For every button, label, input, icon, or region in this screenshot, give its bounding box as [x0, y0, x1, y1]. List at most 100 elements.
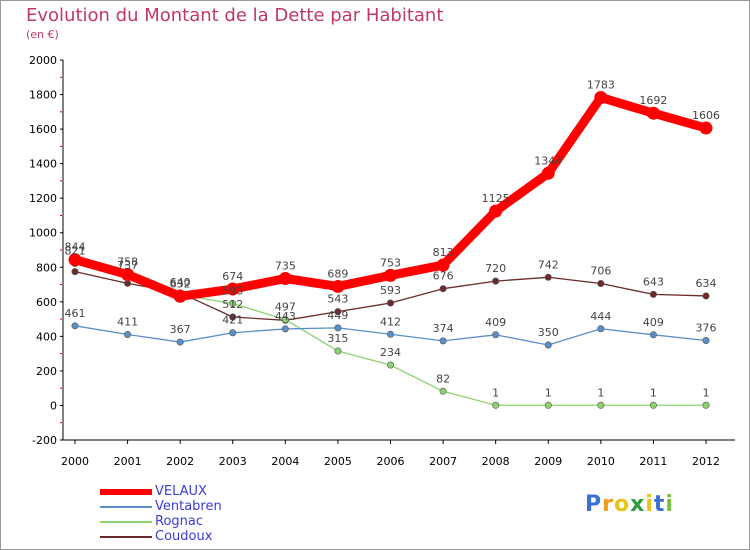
data-label: 443	[275, 310, 296, 323]
y-tick-label: 200	[36, 365, 57, 378]
chart-axes: -200 0 200 400 600 800 1000 1200 1400 1600 1800 200…	[29, 54, 735, 468]
logo-letter: i	[665, 492, 674, 517]
data-point	[176, 338, 184, 346]
data-point	[492, 277, 500, 285]
x-tick-label: 2006	[377, 455, 405, 468]
data-label: 758	[117, 256, 138, 269]
data-point	[68, 253, 82, 267]
data-label: 449	[327, 309, 348, 322]
data-label: 735	[275, 260, 296, 273]
data-point	[544, 401, 552, 409]
data-point	[386, 361, 394, 369]
data-label: 1	[703, 386, 710, 399]
proxiti-logo: Proxiti	[585, 492, 674, 517]
chart-title: Evolution du Montant de la Dette par Hab…	[26, 5, 444, 26]
x-tick-label: 2009	[534, 455, 562, 468]
data-label: 706	[590, 265, 611, 278]
data-point	[226, 282, 240, 296]
data-label: 315	[327, 332, 348, 345]
data-label: 1125	[482, 192, 510, 205]
data-label: 350	[538, 326, 559, 339]
data-label: 737	[117, 259, 138, 272]
legend-label: Ventabren	[155, 499, 222, 514]
data-point	[281, 325, 289, 333]
x-tick-label: 2010	[587, 455, 615, 468]
y-tick-label: 1600	[29, 123, 57, 136]
data-label: 640	[170, 276, 191, 289]
logo-letter: t	[653, 492, 666, 517]
data-label: 412	[380, 315, 401, 328]
data-point	[71, 322, 79, 330]
data-point	[492, 401, 500, 409]
data-label: 1344	[534, 154, 562, 167]
data-point	[492, 331, 500, 339]
data-label: 497	[275, 301, 296, 314]
chart-series	[68, 90, 713, 409]
data-label: 689	[327, 267, 348, 280]
data-label: 674	[222, 270, 243, 283]
logo-letter: x	[630, 492, 646, 517]
data-point	[544, 341, 552, 349]
data-label: 376	[696, 322, 717, 335]
data-point	[439, 387, 447, 395]
data-label: 753	[380, 256, 401, 269]
legend-label: VELAUX	[155, 484, 207, 499]
y-tick-label: 1000	[29, 227, 57, 240]
chart-subtitle: (en €)	[26, 28, 59, 41]
y-tick-label: 1200	[29, 192, 57, 205]
data-label: 643	[643, 275, 664, 288]
logo-letter: o	[613, 492, 631, 517]
data-point	[386, 299, 394, 307]
logo-letter: r	[602, 492, 614, 517]
data-point	[597, 325, 605, 333]
legend-swatch	[100, 536, 152, 538]
legend-swatch	[100, 506, 152, 508]
x-tick-label: 2008	[482, 455, 510, 468]
data-point	[124, 330, 132, 338]
data-point	[646, 106, 660, 120]
data-point	[649, 401, 657, 409]
data-label: 634	[696, 277, 717, 290]
data-label: 813	[433, 246, 454, 259]
data-label: 411	[117, 315, 138, 328]
data-point	[229, 329, 237, 337]
legend-label: Rognac	[155, 514, 204, 529]
data-label: 1606	[692, 109, 720, 122]
data-point	[334, 324, 342, 332]
x-tick-label: 2012	[692, 455, 720, 468]
data-label: 1692	[639, 94, 667, 107]
data-label: 367	[170, 323, 191, 336]
data-point	[281, 316, 289, 324]
data-point	[597, 401, 605, 409]
legend-swatch	[100, 489, 152, 495]
data-label: 234	[380, 346, 401, 359]
data-label: 1	[545, 386, 552, 399]
legend-swatch	[100, 521, 152, 523]
data-label: 409	[643, 316, 664, 329]
data-label: 844	[65, 241, 86, 254]
data-point	[229, 300, 237, 308]
logo-letter: i	[645, 492, 654, 517]
y-tick-label: -200	[32, 434, 57, 447]
y-tick-label: 1400	[29, 158, 57, 171]
data-label: 543	[327, 293, 348, 306]
data-point	[702, 292, 710, 300]
data-label: 1783	[587, 78, 615, 91]
data-point	[331, 279, 345, 293]
legend-label: Coudoux	[155, 529, 213, 544]
data-point	[334, 308, 342, 316]
data-point	[541, 166, 555, 180]
y-tick-label: 1800	[29, 89, 57, 102]
data-label: 444	[590, 310, 611, 323]
data-point	[699, 121, 713, 135]
data-point	[384, 268, 397, 282]
data-point	[702, 401, 710, 409]
y-tick-label: 2000	[29, 54, 57, 67]
data-point	[544, 273, 552, 281]
data-point	[439, 285, 447, 293]
data-point	[436, 258, 450, 272]
data-label: 421	[222, 314, 243, 327]
y-tick-label: 800	[36, 261, 57, 274]
data-point	[489, 204, 503, 218]
x-tick-label: 2002	[166, 455, 194, 468]
